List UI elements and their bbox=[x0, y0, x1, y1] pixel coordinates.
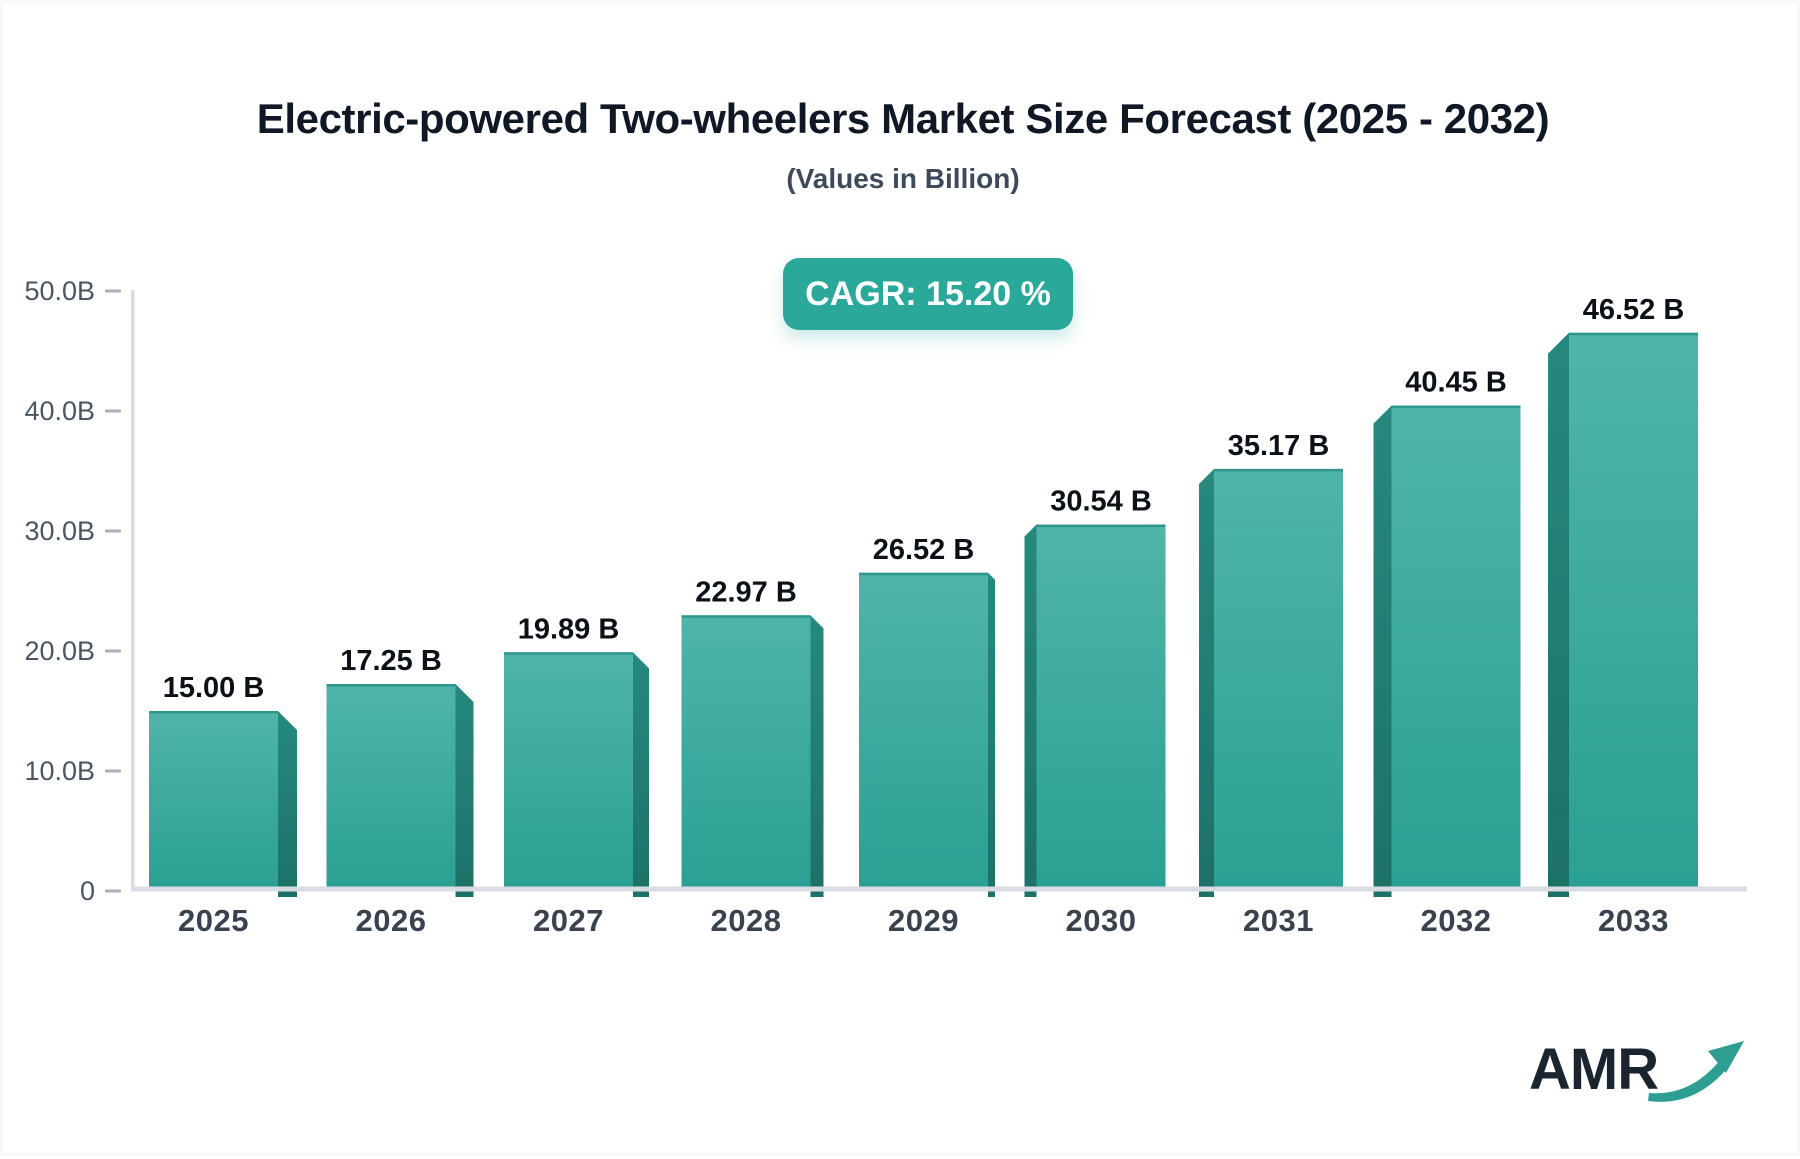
x-axis-label-2026: 2026 bbox=[356, 903, 427, 938]
bar-2026 bbox=[326, 684, 456, 889]
bar-2029 bbox=[859, 572, 988, 889]
y-tick-label-30: 30.0B bbox=[24, 516, 95, 546]
bar-chart: 50.0B 40.0B 30.0B 20.0B 10.0B 0 15.00 B 2025 17.… bbox=[24, 276, 1747, 938]
amr-logo-text: AMR bbox=[1529, 1037, 1659, 1102]
y-tick-label-10: 10.0B bbox=[24, 756, 95, 786]
bar-2025 bbox=[149, 711, 278, 889]
y-tick-mark-30 bbox=[105, 529, 121, 533]
bar-2032 bbox=[1391, 405, 1521, 889]
y-axis-line bbox=[131, 290, 135, 891]
bar-2027 bbox=[504, 652, 633, 889]
bar-2030 bbox=[1036, 524, 1166, 889]
y-tick-mark-50 bbox=[105, 289, 121, 293]
value-label-2028: 22.97 B bbox=[695, 576, 797, 608]
value-label-2032: 40.45 B bbox=[1405, 367, 1507, 399]
bar-2028 bbox=[681, 615, 811, 889]
value-label-2027: 19.89 B bbox=[518, 613, 620, 645]
bar-side-2027 bbox=[633, 652, 649, 897]
chart-subtitle: (Values in Billion) bbox=[786, 163, 1020, 194]
bar-2033 bbox=[1569, 332, 1698, 889]
y-tick-label-0: 0 bbox=[80, 876, 95, 906]
bar-side-2030 bbox=[1024, 524, 1037, 897]
x-axis-label-2031: 2031 bbox=[1243, 903, 1314, 938]
x-axis-line bbox=[131, 886, 1747, 892]
bar-2031 bbox=[1214, 468, 1343, 889]
amr-logo: AMR bbox=[1529, 1039, 1748, 1109]
value-label-2025: 15.00 B bbox=[163, 672, 265, 704]
bar-side-2033 bbox=[1548, 332, 1569, 897]
y-tick-mark-0 bbox=[105, 889, 121, 893]
growth-arrow-icon bbox=[1648, 1041, 1745, 1102]
value-label-2026: 17.25 B bbox=[340, 645, 442, 677]
bar-side-2028 bbox=[810, 615, 824, 897]
x-axis-label-2025: 2025 bbox=[178, 903, 249, 938]
x-axis-label-2029: 2029 bbox=[888, 903, 959, 938]
cagr-badge: CAGR: 15.20 % bbox=[783, 258, 1073, 330]
y-tick-mark-40 bbox=[105, 409, 121, 413]
x-axis-label-2032: 2032 bbox=[1421, 903, 1492, 938]
value-label-2033: 46.52 B bbox=[1583, 294, 1685, 326]
value-label-2029: 26.52 B bbox=[873, 534, 975, 566]
chart-title: Electric-powered Two-wheelers Market Siz… bbox=[256, 95, 1550, 142]
value-label-2031: 35.17 B bbox=[1228, 430, 1330, 462]
bar-side-2029 bbox=[988, 572, 995, 897]
x-axis-label-2033: 2033 bbox=[1598, 903, 1669, 938]
x-axis-label-2027: 2027 bbox=[533, 903, 604, 938]
bar-side-2032 bbox=[1373, 405, 1392, 897]
x-axis-label-2030: 2030 bbox=[1066, 903, 1137, 938]
bar-side-2025 bbox=[278, 711, 297, 897]
y-tick-mark-20 bbox=[105, 649, 121, 653]
value-label-2030: 30.54 B bbox=[1050, 486, 1152, 518]
x-axis-label-2028: 2028 bbox=[711, 903, 782, 938]
cagr-badge-label: CAGR: 15.20 % bbox=[805, 274, 1051, 313]
y-tick-label-40: 40.0B bbox=[24, 396, 95, 426]
bar-side-2031 bbox=[1199, 468, 1214, 897]
bar-side-2026 bbox=[455, 684, 474, 897]
y-tick-label-20: 20.0B bbox=[24, 636, 95, 666]
y-tick-mark-10 bbox=[105, 769, 121, 773]
y-tick-label-50: 50.0B bbox=[24, 276, 95, 306]
